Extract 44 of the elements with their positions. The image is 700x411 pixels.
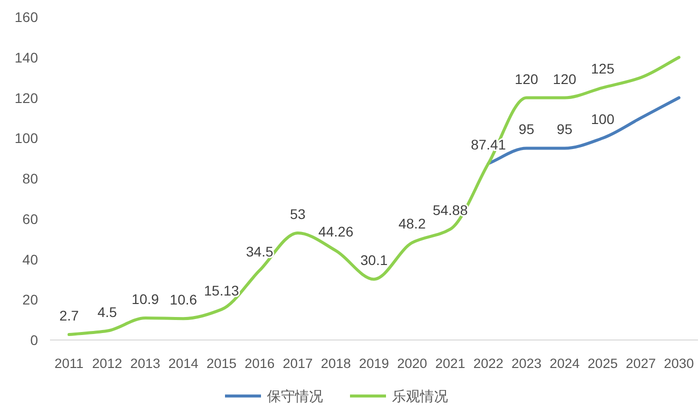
x-tick-label: 2022 — [473, 356, 504, 371]
data-label: 48.2 — [398, 216, 426, 232]
y-tick-label: 120 — [14, 90, 38, 106]
data-label: 10.9 — [132, 290, 160, 307]
data-label: 100 — [591, 111, 615, 128]
x-tick-label: 2021 — [435, 356, 466, 371]
x-tick-label: 2012 — [92, 356, 122, 371]
x-tick-label: 2024 — [550, 356, 580, 371]
x-tick-label: 2011 — [54, 356, 84, 371]
x-tick-label: 2030 — [664, 356, 694, 371]
data-label: 120 — [514, 70, 538, 87]
y-tick-label: 160 — [14, 9, 38, 25]
data-label: 95 — [518, 121, 534, 138]
y-tick-label: 80 — [22, 170, 38, 186]
x-tick-label: 2013 — [130, 356, 160, 371]
x-tick-label: 2015 — [206, 356, 237, 371]
y-tick-label: 100 — [14, 130, 38, 146]
data-label: 2.7 — [59, 308, 79, 324]
data-label: 30.1 — [360, 252, 388, 268]
y-tick-label: 0 — [30, 332, 38, 348]
data-label: 34.5 — [246, 243, 274, 260]
x-tick-label: 2023 — [511, 356, 542, 371]
x-tick-label: 2018 — [320, 356, 351, 371]
x-tick-label: 2025 — [588, 356, 618, 371]
x-tick-label: 2016 — [244, 356, 275, 371]
data-label: 120 — [552, 70, 576, 87]
legend-label: 乐观情况 — [392, 388, 448, 404]
data-label: 125 — [591, 60, 615, 77]
data-label: 53 — [290, 206, 306, 222]
data-label: 95 — [556, 121, 573, 138]
x-tick-label: 2014 — [168, 356, 199, 371]
data-label: 4.5 — [97, 304, 118, 320]
legend-label: 保守情况 — [267, 388, 323, 404]
x-tick-label: 2017 — [282, 356, 313, 371]
data-label: 44.26 — [318, 224, 354, 240]
x-tick-label: 2019 — [358, 356, 390, 371]
x-tick-label: 2020 — [397, 356, 428, 371]
y-tick-label: 140 — [14, 49, 38, 66]
data-label: 10.6 — [170, 292, 198, 308]
data-label: 15.13 — [204, 282, 240, 298]
y-tick-label: 60 — [22, 210, 38, 227]
y-tick-label: 20 — [22, 292, 38, 308]
y-tick-label: 40 — [22, 251, 38, 268]
x-tick-label: 2027 — [626, 356, 656, 371]
